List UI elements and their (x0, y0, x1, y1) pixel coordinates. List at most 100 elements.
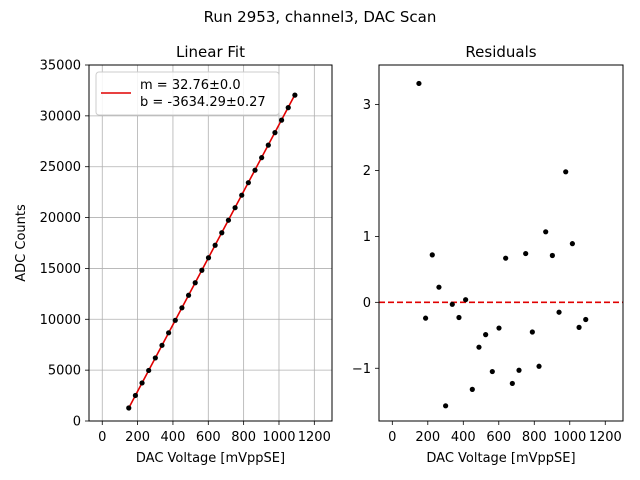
residuals-data-point (576, 324, 582, 330)
linear-fit-data-point (172, 317, 178, 323)
legend-box (95, 71, 280, 116)
residuals-data-point (476, 344, 482, 350)
residuals-data-point (503, 255, 509, 261)
linear-fit-data-point (132, 392, 139, 399)
residuals-data-point (436, 284, 442, 290)
linear-fit-xtick-label: 1000 (262, 430, 295, 445)
linear-fit-title: Linear Fit (176, 43, 245, 61)
residuals-data-point (509, 380, 515, 387)
residuals-ytick-label: 2 (363, 164, 371, 179)
residuals-data-point (483, 332, 489, 338)
linear-fit-data-point (159, 342, 165, 348)
linear-fit-ytick-label: 5000 (48, 364, 81, 379)
linear-fit-data-point (205, 255, 212, 261)
residuals-data-point (469, 386, 475, 392)
residuals-data-point (496, 325, 502, 331)
linear-fit-data-point (252, 167, 258, 173)
linear-fit-data-point (185, 292, 192, 298)
linear-fit-ytick-label: 15000 (40, 262, 81, 277)
linear-fit-ylabel: ADC Counts (14, 204, 29, 282)
linear-fit-data-point (192, 280, 198, 286)
residuals-data-point (422, 315, 429, 321)
legend-label-slope: m = 32.76±0.0 (140, 78, 241, 93)
residuals-xtick-label: 400 (451, 430, 476, 445)
linear-fit-xtick-label: 200 (125, 430, 150, 445)
residuals-xtick-label: 1000 (553, 430, 586, 445)
linear-fit-data-point (259, 155, 265, 161)
linear-fit-grid (89, 64, 332, 422)
residuals-data-point (463, 297, 469, 303)
residuals-data-point (563, 169, 569, 175)
linear-fit-line (128, 94, 296, 409)
linear-fit-xtick-label: 600 (196, 430, 221, 445)
residuals-data-point (429, 252, 435, 258)
residuals-data-point (523, 250, 529, 257)
residuals-points (416, 80, 589, 409)
linear-fit-ytick-label: 30000 (40, 109, 81, 124)
residuals-xtick-label: 800 (522, 430, 547, 445)
linear-fit-data-point (239, 192, 245, 198)
linear-fit-data-point (272, 130, 278, 136)
linear-fit-ticks: 0 200 400 600 800 1000 1200 0 5000 10000 15000 2000… (40, 59, 331, 446)
linear-fit-panel: 0 200 400 600 800 1000 1200 0 5000 10000 15000 2000… (14, 43, 333, 466)
linear-fit-data-point (179, 305, 185, 311)
linear-fit-data-point (232, 205, 238, 211)
linear-fit-xtick-label: 0 (98, 430, 106, 445)
residuals-xlabel: DAC Voltage [mVppSE] (426, 451, 575, 466)
residuals-ytick-label: −1 (352, 362, 371, 377)
residuals-xtick-label: 200 (415, 430, 440, 445)
residuals-title: Residuals (465, 43, 536, 61)
linear-fit-xtick-label: 400 (161, 430, 186, 445)
residuals-data-point (443, 403, 449, 409)
residuals-data-point (583, 316, 589, 323)
fit-line (128, 94, 296, 409)
linear-fit-data-point (212, 242, 218, 248)
residuals-data-point (569, 241, 575, 247)
linear-fit-data-point (146, 367, 152, 374)
linear-fit-data-point (285, 105, 291, 111)
residuals-data-point (529, 329, 535, 335)
linear-fit-ytick-label: 35000 (40, 59, 81, 74)
linear-fit-data-point (126, 405, 132, 411)
linear-fit-data-point (152, 355, 158, 361)
residuals-data-point (456, 314, 462, 321)
linear-fit-data-point (139, 380, 145, 386)
linear-fit-data-point (225, 217, 232, 223)
linear-fit-xlabel: DAC Voltage [mVppSE] (136, 451, 285, 466)
linear-fit-frame (88, 64, 333, 422)
residuals-ticks: 0 200 400 600 800 1000 1200 −1 0 1 2 3 (352, 98, 622, 445)
legend: m = 32.76±0.0 b = -3634.29±0.27 (95, 71, 280, 116)
residuals-data-point (556, 309, 562, 315)
residuals-data-point (536, 363, 542, 369)
residuals-data-point (489, 368, 495, 375)
linear-fit-xtick-label: 1200 (298, 430, 331, 445)
residuals-panel: 0 200 400 600 800 1000 1200 −1 0 1 2 3 Residuals DA… (352, 43, 624, 466)
linear-fit-data-point (278, 117, 285, 123)
residuals-frame (378, 64, 624, 422)
residuals-data-point (516, 367, 522, 373)
linear-fit-ytick-label: 20000 (40, 211, 81, 226)
residuals-data-point (449, 301, 455, 307)
linear-fit-data-point (166, 330, 172, 336)
linear-fit-data-point (265, 142, 271, 148)
residuals-ytick-label: 0 (363, 296, 371, 311)
residuals-data-point (549, 252, 555, 259)
residuals-data-point (543, 229, 549, 235)
residuals-xtick-label: 600 (486, 430, 511, 445)
linear-fit-points (126, 92, 298, 411)
figure-title: Run 2953, channel3, DAC Scan (204, 8, 437, 26)
legend-label-intercept: b = -3634.29±0.27 (140, 95, 266, 110)
linear-fit-data-point (292, 92, 298, 98)
linear-fit-data-point (219, 230, 225, 236)
linear-fit-ytick-label: 25000 (40, 160, 81, 175)
linear-fit-ytick-label: 0 (73, 415, 81, 430)
residuals-ytick-label: 1 (363, 230, 371, 245)
linear-fit-data-point (199, 267, 205, 273)
linear-fit-xtick-label: 800 (231, 430, 256, 445)
residuals-ytick-label: 3 (363, 98, 371, 113)
linear-fit-ytick-label: 10000 (40, 313, 81, 328)
residuals-data-point (416, 80, 422, 87)
residuals-xtick-label: 1200 (589, 430, 622, 445)
linear-fit-data-point (245, 180, 251, 186)
